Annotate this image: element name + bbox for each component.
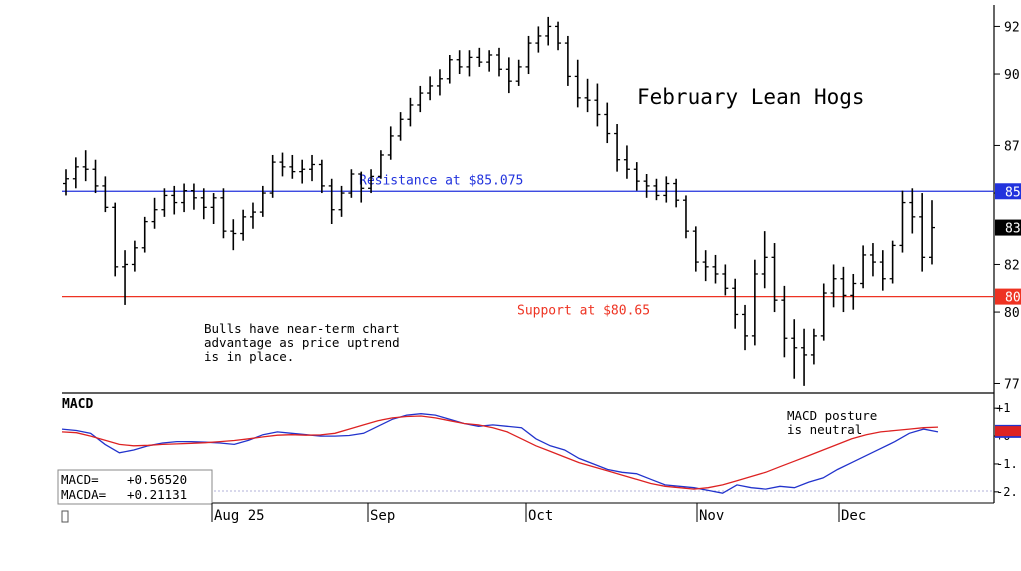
reference-line-marker <box>995 183 1021 200</box>
macd-tick-label: -2. <box>996 485 1018 499</box>
reference-line-label: Support at $80.65 <box>517 304 650 319</box>
macda-readout-value: +0.21131 <box>127 487 187 502</box>
macd-readout-label: MACD= <box>61 472 99 487</box>
date-axis-start-marker <box>61 510 69 523</box>
last-price-marker-label: 83 <box>1005 222 1021 237</box>
price-tick-label: 80 <box>1004 306 1020 321</box>
date-axis: Aug 25 Sep Oct Nov Dec <box>61 503 866 524</box>
macd-tick-label: -1. <box>996 457 1018 471</box>
macda-current-marker <box>995 426 1021 437</box>
reference-line-marker <box>995 288 1021 305</box>
macd-annotation-line-2: is neutral <box>787 422 862 437</box>
macd-readout-box: MACD= +0.56520 MACDA= +0.21131 <box>57 469 213 505</box>
date-tick-label: Aug 25 <box>214 508 265 524</box>
price-panel: 92 90 87 85 82 80 77 Resistance at $85.075 Supp… <box>62 5 1021 394</box>
macd-readout-value: +0.56520 <box>127 472 187 487</box>
macd-axis-ticks: +1+0-1.-2. <box>994 401 1021 499</box>
price-bars <box>63 16 935 386</box>
price-tick-label: 77 <box>1004 377 1020 392</box>
macd-annotation-line-1: MACD posture <box>787 408 877 423</box>
price-axis-ticks: 92 90 87 85 82 80 77 <box>994 20 1020 392</box>
macd-panel: MACD +1+0-1.-2. MACD posture is neutral … <box>57 393 1021 505</box>
macd-panel-title: MACD <box>62 397 93 412</box>
reference-lines: Resistance at $85.075 Support at $80.65 <box>62 173 994 319</box>
date-tick-label: Oct <box>528 508 553 524</box>
macd-tick-label: +1 <box>996 401 1010 415</box>
price-tick-label: 82 <box>1004 258 1020 273</box>
macd-lines <box>61 413 939 494</box>
price-tick-label: 90 <box>1004 68 1020 83</box>
reference-line-marker-label: 80 <box>1005 291 1021 306</box>
date-tick-label: Sep <box>370 508 395 524</box>
price-tick-label: 87 <box>1004 139 1020 154</box>
reference-line-label: Resistance at $85.075 <box>359 173 523 188</box>
chart-title: February Lean Hogs <box>637 85 865 109</box>
chart-annotation-line-2: advantage as price uptrend <box>204 335 400 350</box>
chart-annotation-line-3: is in place. <box>204 349 294 364</box>
chart-annotation-line-1: Bulls have near-term chart <box>204 321 400 336</box>
price-markers: 85 80 83 <box>995 183 1021 306</box>
date-tick-label: Nov <box>699 508 724 524</box>
date-tick-label: Dec <box>841 508 866 524</box>
price-tick-label: 92 <box>1004 20 1020 35</box>
reference-line-marker-label: 85 <box>1005 185 1021 200</box>
macda-readout-label: MACDA= <box>61 487 106 502</box>
last-price-marker <box>995 219 1021 236</box>
macda-line <box>61 415 939 490</box>
